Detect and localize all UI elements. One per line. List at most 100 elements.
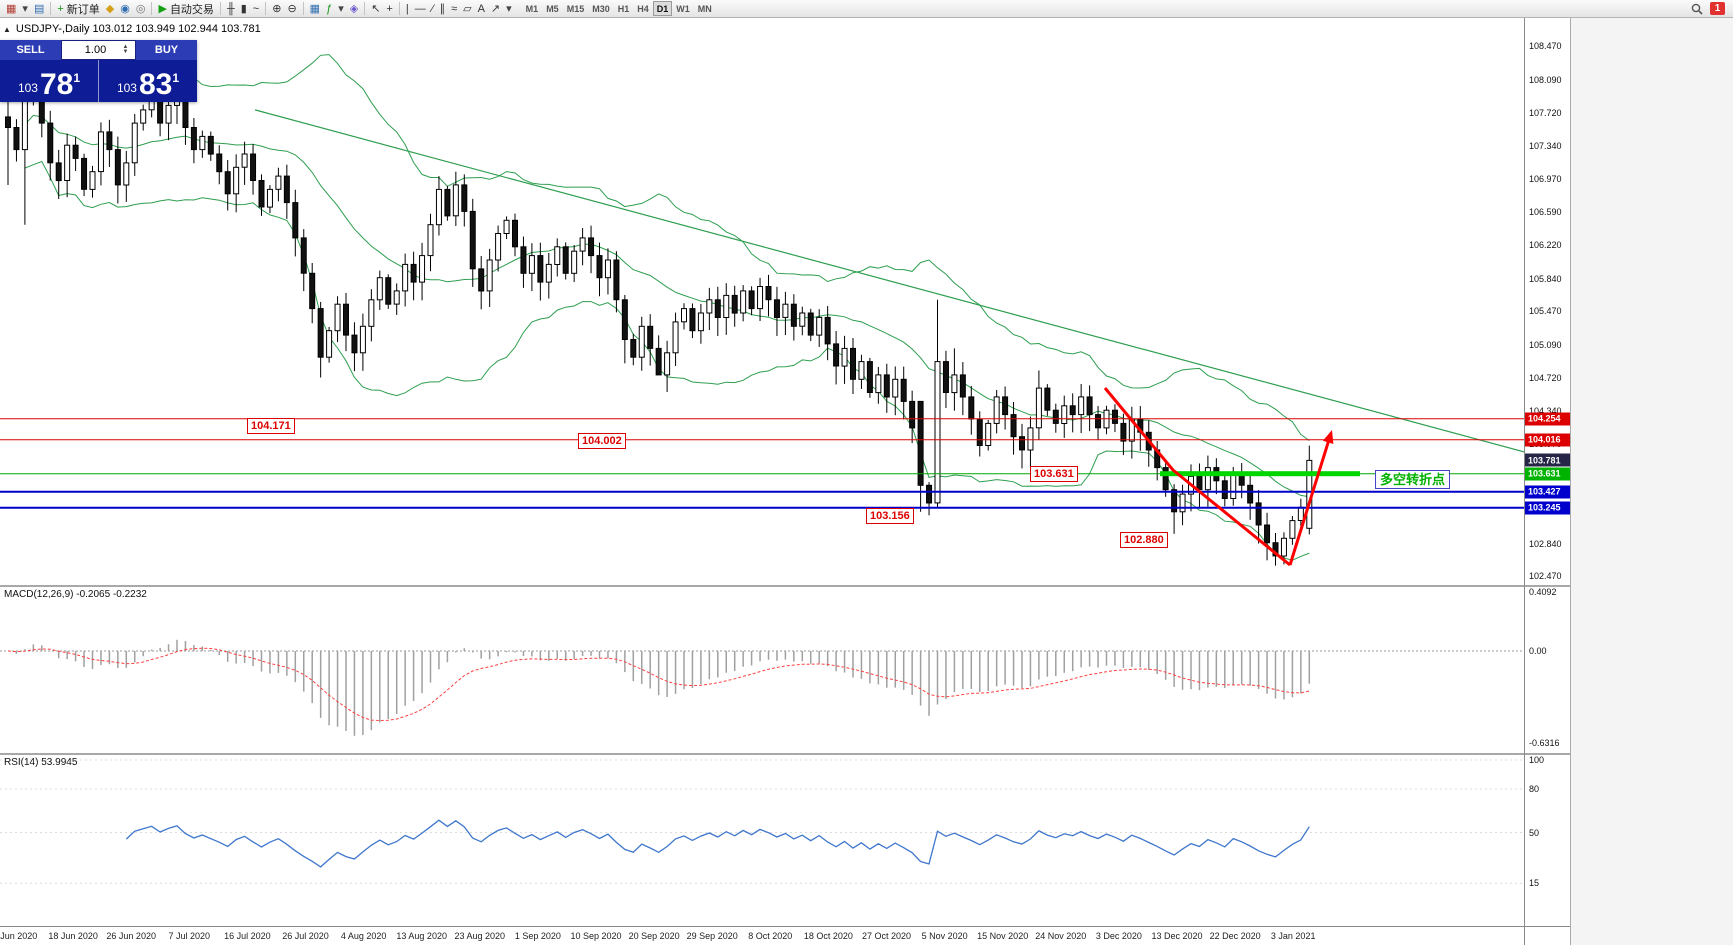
thick-green-support-line[interactable] xyxy=(1160,471,1360,477)
price-axis-label: 108.090 xyxy=(1529,74,1562,85)
date-label: 26 Jun 2020 xyxy=(106,931,156,941)
price-label-box[interactable]: 103.156 xyxy=(866,507,914,524)
indicator-dropdown-button[interactable]: ▾ xyxy=(335,1,347,17)
price-tag: 104.016 xyxy=(1525,433,1570,447)
data-window-button[interactable]: ◎ xyxy=(133,1,149,17)
pane-separator-rsi[interactable] xyxy=(0,753,1570,755)
date-label: 24 Nov 2020 xyxy=(1035,931,1087,941)
macd-signal-line xyxy=(7,647,1310,722)
vertical-line-tool-icon: | xyxy=(405,2,409,15)
buy-price[interactable]: 103 83 1 xyxy=(99,60,197,102)
macd-canvas[interactable] xyxy=(0,587,1524,753)
chart-info-line: ▲ USDJPY-,Daily 103.012 103.949 102.944 … xyxy=(3,23,261,35)
new-order-button[interactable]: + 新订单 xyxy=(54,1,102,17)
price-label-box[interactable]: 104.002 xyxy=(578,432,626,449)
cursor-tool-icon: ↖ xyxy=(371,2,381,15)
price-label-box[interactable]: 103.631 xyxy=(1030,465,1078,482)
right-empty-panel xyxy=(1570,18,1733,945)
cursor-tool-button[interactable]: ↖ xyxy=(368,1,383,17)
volume-stepper[interactable]: ▲ ▼ xyxy=(122,44,129,55)
indicator-dropdown-icon: ▾ xyxy=(338,2,344,15)
rsi-canvas[interactable] xyxy=(0,755,1524,926)
price-axis-label: 106.220 xyxy=(1529,240,1562,250)
sell-button[interactable]: SELL xyxy=(0,40,61,60)
toolbar-separator xyxy=(219,2,221,15)
zoom-out-button[interactable]: ⊖ xyxy=(284,1,299,17)
template-dropdown-icon: ◈ xyxy=(349,2,359,15)
market-watch-button[interactable]: ◉ xyxy=(117,1,133,17)
timeframe-m5[interactable]: M5 xyxy=(546,3,559,14)
notification-badge[interactable]: 1 xyxy=(1710,2,1725,15)
price-tag: 103.631 xyxy=(1525,467,1570,481)
new-chart-button[interactable]: ▦ xyxy=(3,1,19,17)
arrow-tool-button[interactable]: ↗ xyxy=(488,1,503,17)
toolbar-separator xyxy=(265,2,267,15)
tile-windows-button[interactable]: ▦ xyxy=(307,1,323,17)
price-label-box[interactable]: 102.880 xyxy=(1120,532,1168,548)
price-axis-label: 105.090 xyxy=(1529,339,1562,350)
timeframe-m30[interactable]: M30 xyxy=(592,3,610,14)
date-label: 3 Jan 2021 xyxy=(1270,931,1316,941)
timeframe-m15[interactable]: M15 xyxy=(566,3,585,14)
bollinger-band-middle xyxy=(24,114,1310,498)
add-indicator-button[interactable]: ƒ xyxy=(323,1,335,17)
timeframe-d1[interactable]: D1 xyxy=(652,1,673,16)
volume-down-icon[interactable]: ▼ xyxy=(122,49,129,55)
toolbar: ▦ ▾ ▤ + 新订单 ◆ ◉ ◎ ▶ 自动交易 ╫ ▮ ~ ⊕ ⊖ ▦ ƒ ▾ ◈ ↖ + | — ∕ ∥ ≈ ▱ A ↗ ▾ M1 M5… xyxy=(0,0,1733,18)
sell-price[interactable]: 103 78 1 xyxy=(0,60,99,102)
line-chart-mode-icon: ~ xyxy=(252,2,260,15)
arrow-tool-icon: ↗ xyxy=(490,2,501,15)
date-label: 27 Oct 2020 xyxy=(861,931,912,941)
text-tool-button[interactable]: A xyxy=(475,1,488,17)
autotrading-button[interactable]: ▶ 自动交易 xyxy=(155,1,216,17)
price-tag: 103.781 xyxy=(1525,453,1570,467)
date-label: 4 Aug 2020 xyxy=(340,931,387,941)
vertical-line-tool-button[interactable]: | xyxy=(403,1,412,17)
zoom-out-icon: ⊖ xyxy=(287,2,297,15)
timeframe-h4[interactable]: H4 xyxy=(637,3,649,14)
timeframe-mn[interactable]: MN xyxy=(697,3,712,14)
macd-axis-label: -0.6316 xyxy=(1529,737,1560,748)
rsi-line xyxy=(125,819,1310,868)
shapes-tool-button[interactable]: ▱ xyxy=(460,1,474,17)
zoom-in-icon: ⊕ xyxy=(272,2,282,15)
date-label: 18 Oct 2020 xyxy=(803,931,853,941)
data-window-icon: ◎ xyxy=(135,2,146,15)
one-click-toggle-icon[interactable]: ▲ xyxy=(3,24,11,34)
volume-input[interactable] xyxy=(68,43,123,57)
price-label-box[interactable]: 104.171 xyxy=(247,418,295,434)
timeframe-h1[interactable]: H1 xyxy=(617,3,630,14)
pane-separator-macd[interactable] xyxy=(0,585,1570,587)
candlestick-mode-button[interactable]: ▮ xyxy=(238,1,250,17)
template-dropdown-button[interactable]: ◈ xyxy=(347,1,361,17)
date-label: 7 Jul 2020 xyxy=(168,931,211,941)
fibonacci-tool-button[interactable]: ≈ xyxy=(448,1,460,17)
objects-dropdown-button[interactable]: ▾ xyxy=(503,1,515,17)
date-label: 29 Sep 2020 xyxy=(686,931,738,941)
line-chart-mode-button[interactable]: ~ xyxy=(250,1,262,17)
price-axis-label: 105.470 xyxy=(1529,306,1562,317)
search-button[interactable] xyxy=(1691,3,1703,15)
date-axis[interactable]: 9 Jun 2020 18 Jun 2020 26 Jun 2020 7 Jul 20… xyxy=(0,926,1570,945)
date-label: 13 Aug 2020 xyxy=(396,931,447,941)
timeframe-m1[interactable]: M1 xyxy=(525,3,539,14)
descending-trendline[interactable] xyxy=(254,109,1524,454)
price-axis-label: 104.340 xyxy=(1529,406,1562,417)
indicator-wizard-button[interactable]: ◆ xyxy=(103,1,117,17)
horizontal-line-tool-button[interactable]: — xyxy=(412,1,429,17)
bar-chart-mode-button[interactable]: ╫ xyxy=(224,1,238,17)
channel-tool-button[interactable]: ∥ xyxy=(437,1,449,17)
new-chart-dropdown-button[interactable]: ▾ xyxy=(19,1,31,17)
price-tag: 103.245 xyxy=(1525,501,1570,515)
profiles-button[interactable]: ▤ xyxy=(31,1,47,17)
price-chart-canvas[interactable] xyxy=(0,18,1524,585)
trendline-tool-button[interactable]: ∕ xyxy=(429,1,437,17)
buy-button[interactable]: BUY xyxy=(136,40,197,60)
turning-point-annotation[interactable]: 多空转折点 xyxy=(1375,470,1451,490)
zoom-in-button[interactable]: ⊕ xyxy=(269,1,284,17)
red-trend-annotation[interactable] xyxy=(1103,387,1291,567)
trendline-tool-icon: ∕ xyxy=(431,2,434,15)
timeframe-w1[interactable]: W1 xyxy=(676,3,690,14)
crosshair-tool-button[interactable]: + xyxy=(383,1,395,17)
volume-up-icon[interactable]: ▲ xyxy=(122,44,129,50)
